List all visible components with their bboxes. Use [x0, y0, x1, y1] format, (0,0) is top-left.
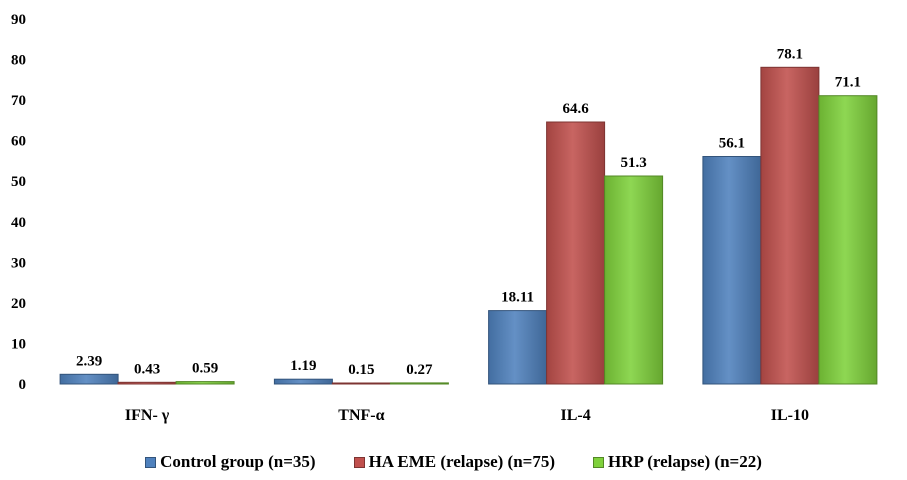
category-labels: IFN- γ TNF-α IL-4 IL-10 — [125, 407, 809, 424]
bar — [604, 175, 664, 385]
y-tick-label: 40 — [11, 215, 26, 231]
data-label: 56.1 — [719, 136, 745, 152]
legend-label-hrp: HRP (relapse) (n=22) — [608, 452, 762, 471]
category-label: IFN- γ — [125, 407, 170, 424]
data-label: 71.1 — [835, 75, 861, 91]
y-tick-label: 90 — [11, 12, 26, 28]
bar — [760, 66, 820, 385]
legend-label-control: Control group (n=35) — [160, 452, 316, 471]
legend-item-ha-eme: HA EME (relapse) (n=75) — [353, 452, 556, 472]
bar — [818, 95, 878, 385]
data-label: 0.43 — [134, 361, 160, 377]
bar — [175, 381, 235, 385]
data-label: 18.11 — [501, 290, 534, 306]
bar — [117, 381, 177, 385]
bars — [59, 66, 878, 385]
legend-swatch-hrp — [593, 456, 605, 468]
data-labels: 2.39 0.43 0.59 1.19 0.15 0.27 18.11 64.6 51.3 56.… — [76, 46, 861, 378]
legend-item-control: Control group (n=35) — [145, 452, 316, 472]
bar — [702, 156, 762, 385]
data-label: 78.1 — [777, 46, 803, 62]
data-label: 1.19 — [290, 358, 316, 374]
category-label: IL-4 — [560, 407, 590, 424]
y-tick-label: 0 — [19, 377, 27, 393]
legend: Control group (n=35) HA EME (relapse) (n… — [0, 452, 907, 472]
bar — [331, 382, 391, 385]
y-tick-label: 60 — [11, 134, 26, 150]
bar — [546, 121, 606, 385]
legend-label-ha-eme: HA EME (relapse) (n=75) — [368, 452, 556, 471]
data-label: 0.15 — [348, 362, 374, 378]
y-axis-ticks: 0 10 20 30 40 50 60 70 80 90 — [11, 12, 26, 393]
y-tick-label: 50 — [11, 174, 26, 190]
data-label: 51.3 — [620, 155, 646, 171]
y-tick-label: 70 — [11, 93, 26, 109]
bar-chart: 0 10 20 30 40 50 60 70 80 90 2.39 0.43 0.59 1.19 0.15… — [11, 12, 878, 424]
data-label: 64.6 — [562, 101, 589, 117]
data-label: 0.27 — [406, 362, 433, 378]
data-label: 2.39 — [76, 353, 102, 369]
y-tick-label: 30 — [11, 255, 26, 271]
bar — [488, 310, 548, 385]
y-tick-label: 20 — [11, 296, 26, 312]
legend-swatch-control — [145, 456, 157, 468]
bar — [273, 378, 333, 385]
bar — [59, 373, 119, 385]
y-tick-label: 10 — [11, 336, 26, 352]
legend-item-hrp: HRP (relapse) (n=22) — [593, 452, 762, 472]
y-tick-label: 80 — [11, 53, 26, 69]
category-label: TNF-α — [338, 407, 384, 424]
legend-swatch-ha-eme — [353, 456, 365, 468]
data-label: 0.59 — [192, 361, 218, 377]
bar — [389, 382, 449, 385]
category-label: IL-10 — [771, 407, 809, 424]
